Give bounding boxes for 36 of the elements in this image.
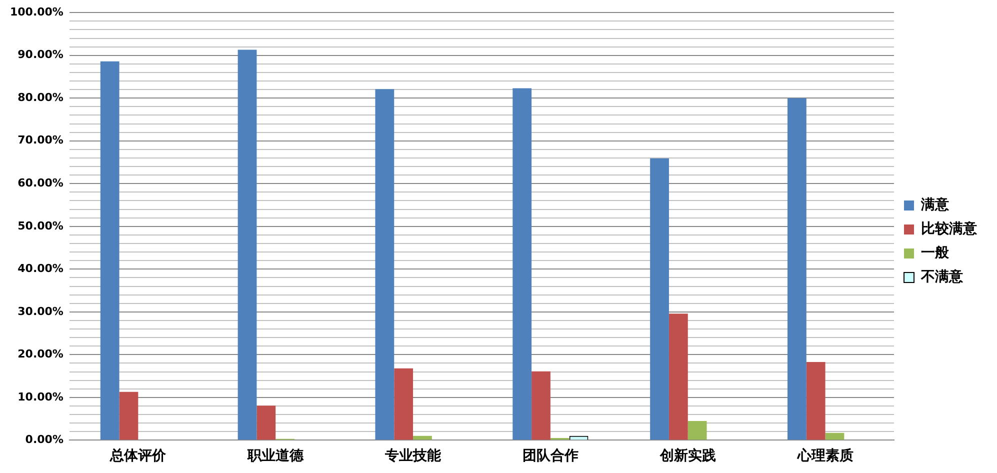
y-tick-label: 50.00% (18, 219, 64, 232)
y-tick-label: 100.00% (10, 5, 64, 18)
legend-label: 满意 (920, 196, 950, 214)
y-tick-label: 40.00% (18, 262, 64, 276)
bar (650, 158, 669, 440)
legend-label: 比较满意 (921, 220, 978, 238)
bar (413, 436, 432, 440)
bar (375, 89, 394, 440)
y-tick-label: 70.00% (18, 134, 64, 147)
y-tick-label: 10.00% (18, 390, 64, 404)
y-tick-label: 30.00% (18, 304, 64, 318)
bar (512, 88, 532, 440)
x-tick-label: 团队合作 (522, 448, 578, 464)
bar (256, 406, 276, 440)
bar (825, 432, 844, 440)
x-tick-label: 专业技能 (384, 447, 442, 464)
bar (100, 61, 120, 440)
bar (688, 420, 707, 440)
x-tick-label: 心理素质 (796, 447, 854, 464)
y-tick-label: 0.00% (25, 433, 64, 446)
y-tick-label: 80.00% (18, 90, 64, 104)
bar (806, 362, 826, 440)
y-tick-label: 20.00% (18, 348, 64, 361)
bar (788, 98, 806, 440)
y-tick-label: 90.00% (18, 48, 64, 62)
legend-label: 不满意 (920, 268, 964, 286)
bar (119, 392, 138, 440)
bar (238, 50, 257, 440)
bar (394, 368, 414, 440)
y-tick-label: 60.00% (18, 176, 64, 190)
x-tick-label: 创新实践 (658, 447, 716, 464)
bar (532, 371, 550, 440)
x-tick-label: 总体评价 (109, 448, 168, 464)
x-tick-label: 职业道德 (246, 448, 305, 464)
bar (668, 314, 688, 440)
legend-label: 一般 (921, 245, 950, 262)
